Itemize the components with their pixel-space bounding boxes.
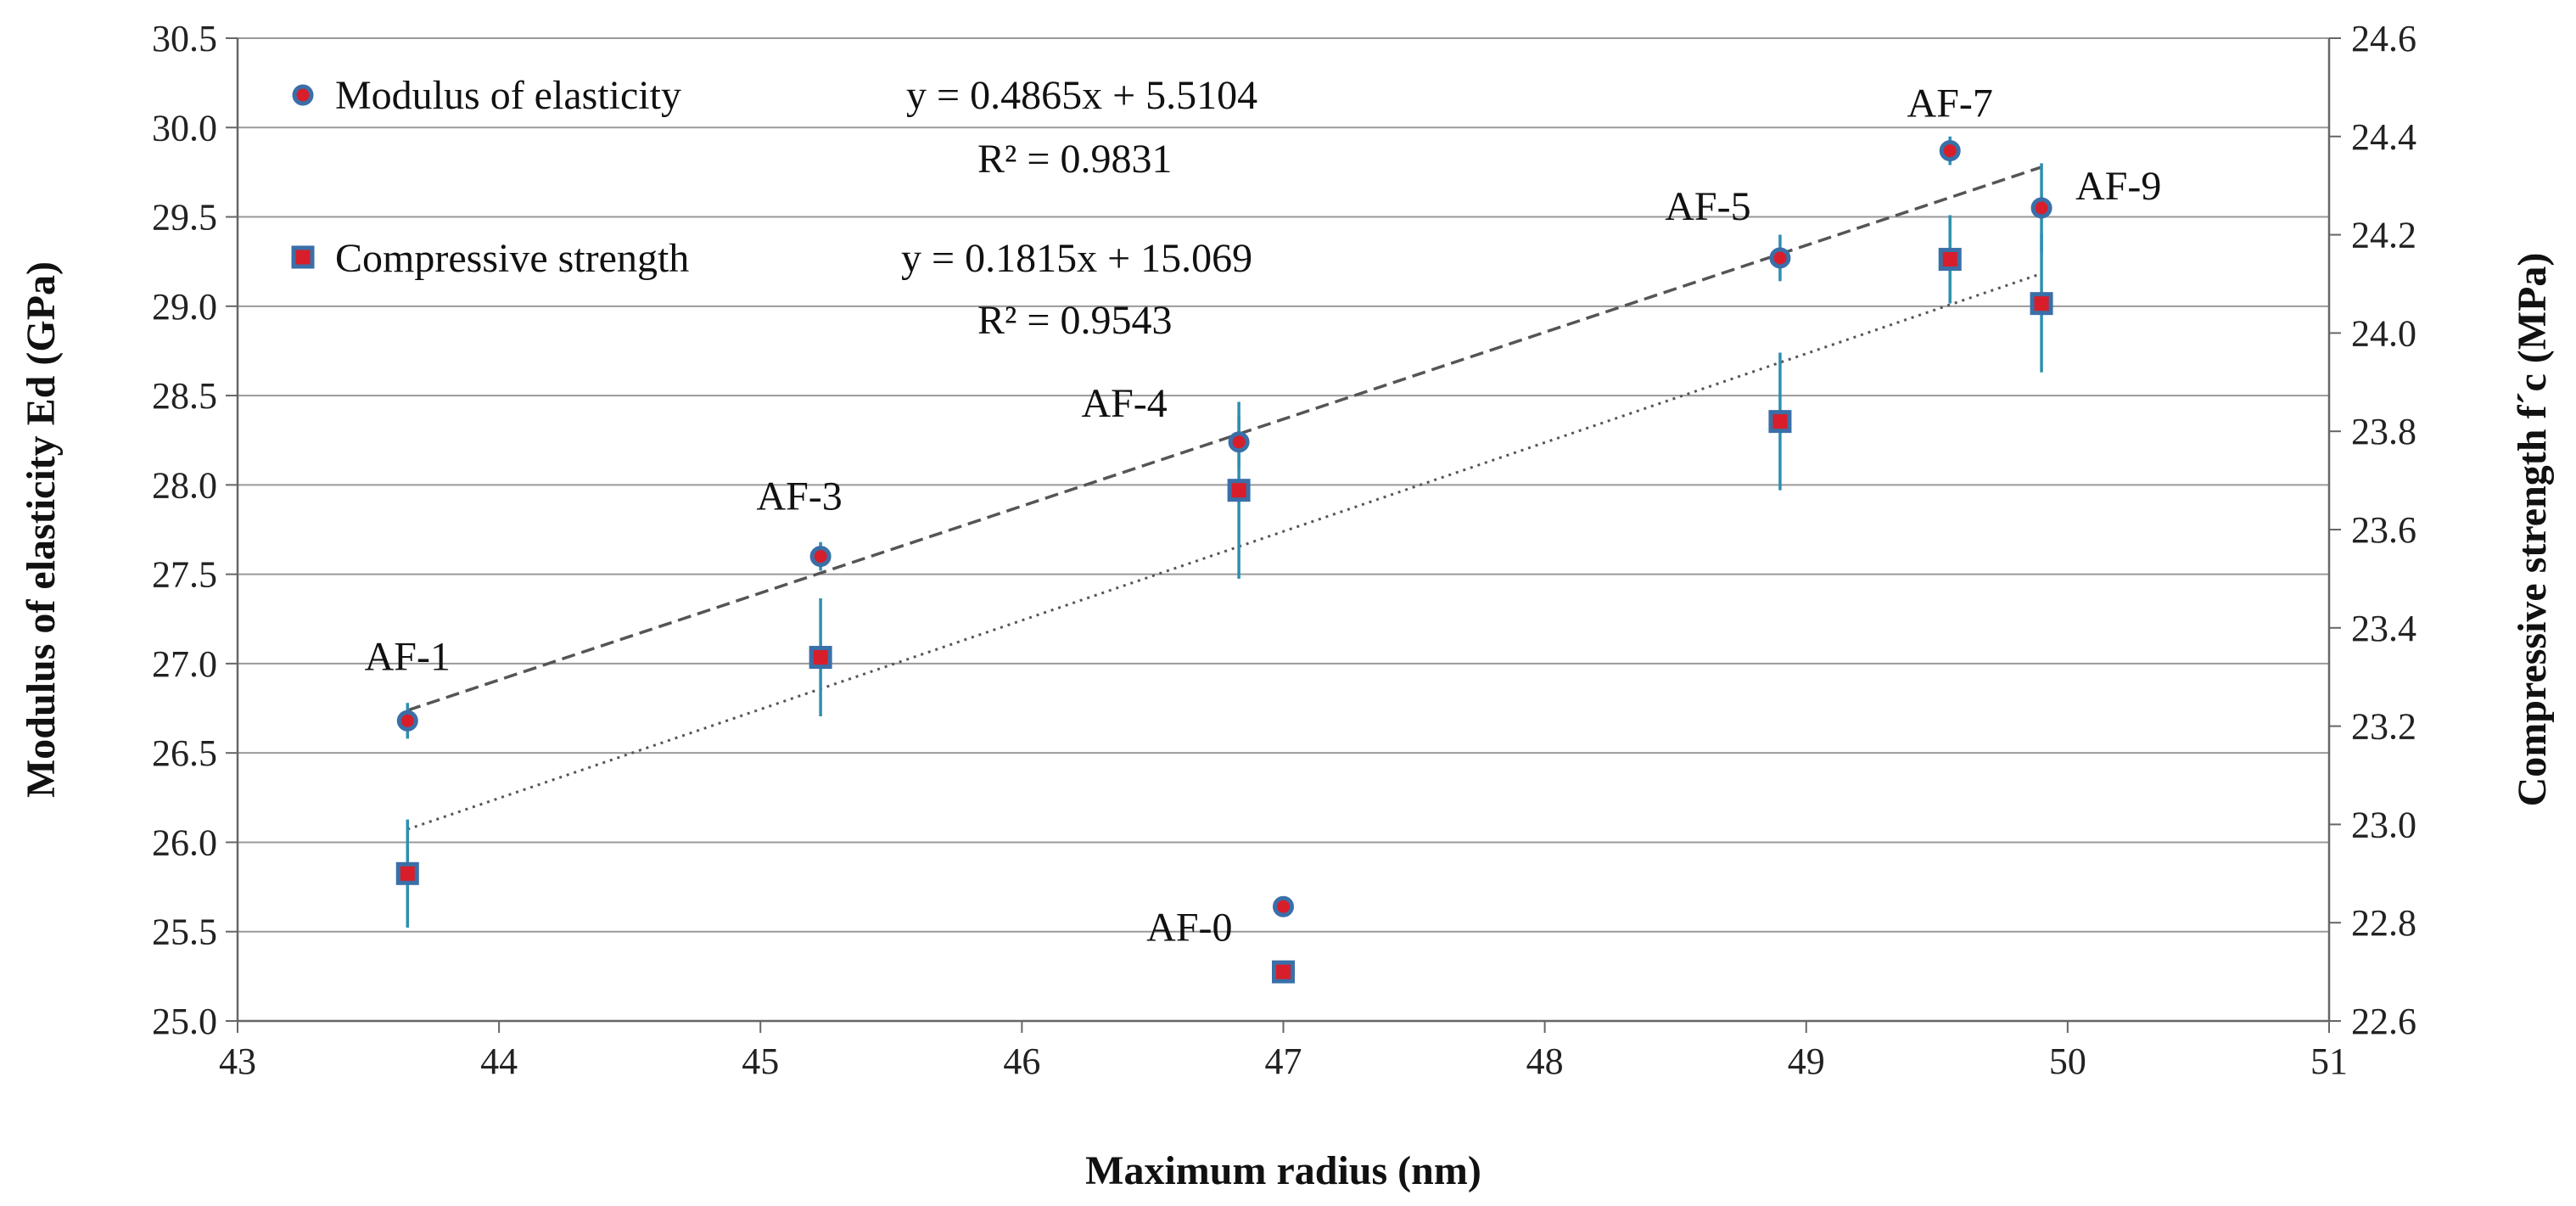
- strength-r2: R² = 0.9543: [977, 298, 1172, 343]
- point-labels: AF-1 AF-3 AF-4 AF-0 AF-5 AF-7 AF-9: [365, 81, 2162, 951]
- y-tick-label: 25.5: [152, 912, 217, 953]
- markers: [395, 140, 2053, 984]
- y2-tick-label: 22.8: [2351, 902, 2416, 944]
- x-tick-label: 45: [742, 1041, 779, 1082]
- x-tick-label: 47: [1265, 1041, 1302, 1082]
- modulus-point: [396, 710, 418, 732]
- modulus-point: [2030, 197, 2052, 219]
- y2-tick-label: 24.4: [2351, 116, 2416, 158]
- y2-tick-label: 23.2: [2351, 706, 2416, 748]
- strength-point: [809, 646, 832, 670]
- point-label-af-9: AF-9: [2075, 164, 2161, 209]
- point-label-af-4: AF-4: [1081, 381, 1167, 426]
- point-label-af-1: AF-1: [365, 634, 451, 679]
- x-tick-label: 50: [2049, 1041, 2086, 1082]
- strength-point: [2030, 292, 2053, 316]
- y-tick-label: 25.0: [152, 1001, 217, 1042]
- y-tick-label: 27.0: [152, 643, 217, 685]
- legend-strength-label: Compressive strength: [335, 236, 689, 281]
- point-label-af-0: AF-0: [1146, 905, 1232, 950]
- grid: [238, 37, 2329, 1022]
- point-label-af-3: AF-3: [756, 474, 842, 519]
- y-tick-label: 28.0: [152, 464, 217, 506]
- strength-point: [1227, 479, 1251, 502]
- x-tick-label: 46: [1003, 1041, 1040, 1082]
- y2-tick-label: 23.8: [2351, 411, 2416, 452]
- y2-tick-label: 24.0: [2351, 312, 2416, 354]
- axis-titles: Maximum radius (nm) Modulus of elasticity…: [19, 253, 2555, 1193]
- y-tick-label: 27.5: [152, 554, 217, 596]
- strength-equation: y = 0.1815x + 15.069: [901, 236, 1252, 281]
- legend: Modulus of elasticity Compressive strengt…: [291, 73, 1257, 343]
- trendlines: [406, 165, 2042, 831]
- x-tick-label: 49: [1788, 1041, 1825, 1082]
- legend-circle-icon: [292, 84, 314, 106]
- modulus-point: [1228, 431, 1250, 453]
- y2-tick-label: 23.4: [2351, 608, 2416, 649]
- y2-tick-label: 23.6: [2351, 509, 2416, 551]
- y-axis-title: Modulus of elasticity Ed (GPa): [19, 261, 64, 798]
- y2-tick-label: 24.6: [2351, 18, 2416, 59]
- axes: 43 44 45 46 47 48 49 50 51 25.0 25.5 26.0 26.5 27.0 27…: [152, 18, 2416, 1082]
- y-tick-label: 30.5: [152, 18, 217, 59]
- y-tick-label: 26.5: [152, 732, 217, 774]
- strength-point: [1272, 960, 1295, 984]
- trendline-modulus: [406, 165, 2042, 712]
- x-tick-label: 51: [2310, 1041, 2348, 1082]
- modulus-r2: R² = 0.9831: [977, 137, 1172, 182]
- legend-square-icon: [291, 245, 315, 269]
- strength-point: [1768, 410, 1792, 434]
- x-axis-title: Maximum radius (nm): [1085, 1148, 1481, 1193]
- legend-modulus-label: Modulus of elasticity: [335, 73, 681, 118]
- strength-point: [395, 861, 419, 885]
- x-tick-label: 43: [219, 1041, 256, 1082]
- y2-tick-label: 23.0: [2351, 804, 2416, 845]
- y2-tick-label: 24.2: [2351, 215, 2416, 256]
- y-tick-label: 26.0: [152, 822, 217, 863]
- point-label-af-5: AF-5: [1665, 184, 1750, 229]
- strength-point: [1938, 248, 1962, 272]
- modulus-point: [1939, 140, 1961, 162]
- y2-axis-title: Compressive strength f´c (MPa): [2510, 253, 2555, 807]
- x-tick-label: 44: [480, 1041, 518, 1082]
- y-tick-label: 28.5: [152, 375, 217, 417]
- modulus-point: [1769, 247, 1791, 269]
- y2-tick-label: 22.6: [2351, 1001, 2416, 1042]
- modulus-point: [809, 546, 832, 568]
- y-tick-label: 29.0: [152, 286, 217, 328]
- trendline-strength: [406, 272, 2042, 831]
- x-tick-label: 48: [1526, 1041, 1564, 1082]
- modulus-point: [1273, 895, 1294, 917]
- modulus-equation: y = 0.4865x + 5.5104: [906, 73, 1257, 118]
- y-tick-label: 30.0: [152, 107, 217, 149]
- point-label-af-7: AF-7: [1907, 81, 1993, 126]
- y-tick-label: 29.5: [152, 197, 217, 238]
